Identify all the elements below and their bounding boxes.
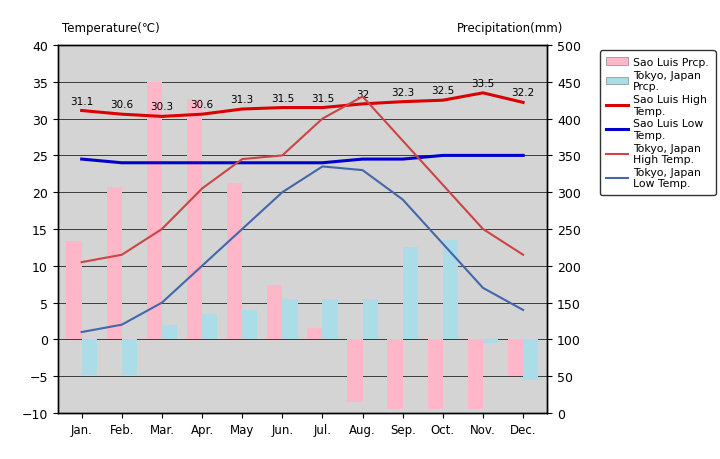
Bar bbox=[162, 325, 177, 340]
Text: 30.6: 30.6 bbox=[191, 100, 214, 110]
Text: 32.3: 32.3 bbox=[391, 88, 414, 97]
Text: 33.5: 33.5 bbox=[472, 79, 495, 89]
Bar bbox=[323, 299, 338, 340]
Text: 31.3: 31.3 bbox=[230, 95, 254, 105]
Bar bbox=[202, 314, 217, 340]
Bar bbox=[66, 241, 81, 340]
Bar bbox=[122, 340, 137, 375]
Text: 32.5: 32.5 bbox=[431, 86, 454, 96]
Bar bbox=[468, 340, 483, 409]
Text: Precipitation(mm): Precipitation(mm) bbox=[457, 22, 563, 35]
Bar bbox=[483, 340, 498, 343]
Bar bbox=[363, 299, 378, 340]
Text: 30.3: 30.3 bbox=[150, 102, 174, 112]
Bar bbox=[508, 340, 523, 376]
Bar bbox=[428, 340, 443, 409]
Legend: Sao Luis Prcp., Tokyo, Japan
Prcp., Sao Luis High
Temp., Sao Luis Low
Temp., Tok: Sao Luis Prcp., Tokyo, Japan Prcp., Sao … bbox=[600, 51, 716, 196]
Bar bbox=[387, 340, 402, 409]
Bar bbox=[147, 83, 162, 340]
Text: 30.6: 30.6 bbox=[110, 100, 133, 110]
Bar bbox=[347, 340, 363, 402]
Text: 31.1: 31.1 bbox=[70, 96, 94, 106]
Bar bbox=[107, 188, 122, 340]
Text: 31.5: 31.5 bbox=[271, 94, 294, 103]
Bar bbox=[443, 241, 458, 340]
Bar bbox=[242, 310, 258, 340]
Bar bbox=[402, 248, 418, 340]
Text: 32.2: 32.2 bbox=[511, 88, 535, 98]
Bar bbox=[523, 340, 539, 380]
Text: 31.5: 31.5 bbox=[311, 94, 334, 103]
Bar bbox=[81, 340, 97, 375]
Bar bbox=[307, 329, 323, 340]
Bar bbox=[186, 100, 202, 340]
Text: 32: 32 bbox=[356, 90, 369, 100]
Text: Temperature(℃): Temperature(℃) bbox=[62, 22, 159, 35]
Bar bbox=[227, 184, 242, 340]
Bar bbox=[282, 299, 297, 340]
Bar bbox=[267, 285, 282, 340]
